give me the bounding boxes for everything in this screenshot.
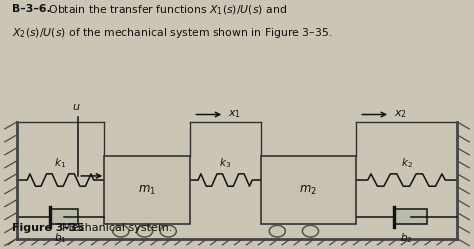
Bar [104,156,190,224]
Text: Figure 3–35: Figure 3–35 [12,223,84,233]
Text: Obtain the transfer functions $X_1(s)/U(s)$ and: Obtain the transfer functions $X_1(s)/U(… [45,4,287,17]
Text: $X_2(s)/U(s)$ of the mechanical system shown in Figure 3–35.: $X_2(s)/U(s)$ of the mechanical system s… [12,26,332,40]
Text: $m_1$: $m_1$ [138,184,156,197]
Text: $x_2$: $x_2$ [394,109,407,121]
Text: $k_3$: $k_3$ [219,157,231,170]
Text: B–3–6.: B–3–6. [12,4,51,14]
Text: $k_1$: $k_1$ [55,157,66,170]
Bar [394,209,427,224]
Text: $u$: $u$ [72,102,80,113]
Text: Mechanical system.: Mechanical system. [55,223,172,233]
Text: $b_2$: $b_2$ [400,231,413,245]
Text: $k_2$: $k_2$ [401,157,412,170]
Bar [50,209,78,224]
Text: $b_1$: $b_1$ [54,231,67,245]
Text: $x_1$: $x_1$ [228,109,241,121]
Text: $m_2$: $m_2$ [299,184,317,197]
Bar [261,156,356,224]
